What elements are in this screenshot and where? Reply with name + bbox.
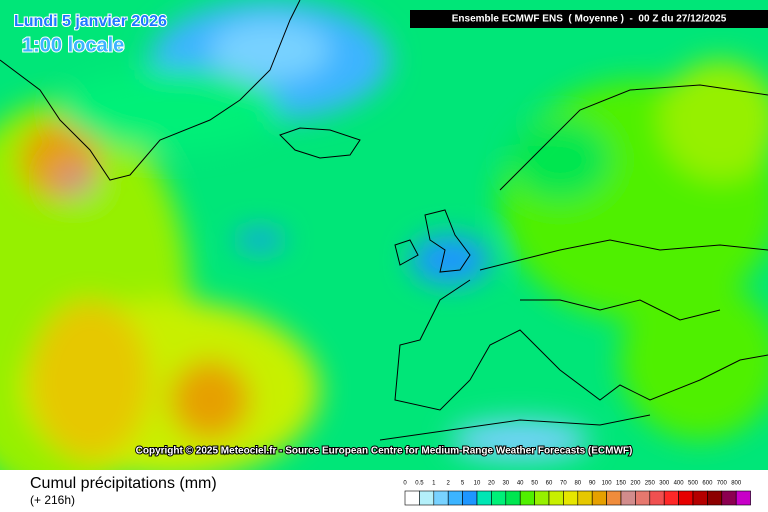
legend-label: 1 [432,481,436,487]
legend-swatch [692,490,708,506]
legend-label: 300 [659,481,670,487]
legend-label: 2 [447,481,451,487]
legend-label: 70 [560,481,567,487]
legend-swatch [678,490,694,506]
header: Ensemble ECMWF ENS ( Moyenne ) - 00 Z du… [452,14,727,25]
legend-swatch [419,490,435,506]
legend: 0 0.5 1 2 5 10 20 30 40 50 60 70 80 90 100 150 200 250 300… [403,481,751,506]
legend-label: 40 [517,481,524,487]
legend-label: 0.5 [415,481,424,487]
legend-label: 30 [502,481,509,487]
legend-label: 700 [717,481,728,487]
coastlines [0,0,768,441]
legend-label: 600 [702,481,713,487]
legend-label: 10 [474,481,481,487]
legend-swatch [476,490,492,506]
legend-swatch [534,490,550,506]
legend-swatch [433,490,449,506]
legend-label: 0 [403,481,407,487]
legend-swatch [721,490,737,506]
legend-swatch [491,490,507,506]
legend-label: 5 [461,481,465,487]
legend-label: 400 [674,481,685,487]
legend-swatch [635,490,651,506]
map: Lundi 5 janvier 2026 1:00 locale Ensembl… [0,0,768,470]
legend-swatch [462,490,478,506]
legend-label: 800 [731,481,742,487]
legend-label: 500 [688,481,699,487]
legend-swatch [663,490,679,506]
header-box [410,10,768,28]
legend-swatch [620,490,636,506]
legend-label: 80 [574,481,581,487]
legend-label: 100 [602,481,613,487]
legend-swatch [404,490,420,506]
legend-label: 20 [488,481,495,487]
legend-label: 200 [630,481,641,487]
legend-swatch [735,490,751,506]
legend-swatch [577,490,593,506]
legend-swatch [649,490,665,506]
footer-subtitle: (+ 216h) [30,493,75,507]
legend-swatch [548,490,564,506]
legend-label: 90 [589,481,596,487]
time: 1:00 locale [22,34,124,56]
legend-swatch [519,490,535,506]
legend-label: 60 [546,481,553,487]
legend-swatch [447,490,463,506]
legend-label: 250 [645,481,656,487]
date: Lundi 5 janvier 2026 [14,13,167,30]
legend-swatch [707,490,723,506]
legend-swatch [606,490,622,506]
copyright: Copyright © 2025 Meteociel.fr - Source E… [136,446,633,457]
legend-label: 50 [531,481,538,487]
legend-swatch [591,490,607,506]
legend-label: 150 [616,481,627,487]
legend-swatch [563,490,579,506]
footer-title: Cumul précipitations (mm) [30,475,217,492]
legend-swatch [505,490,521,506]
